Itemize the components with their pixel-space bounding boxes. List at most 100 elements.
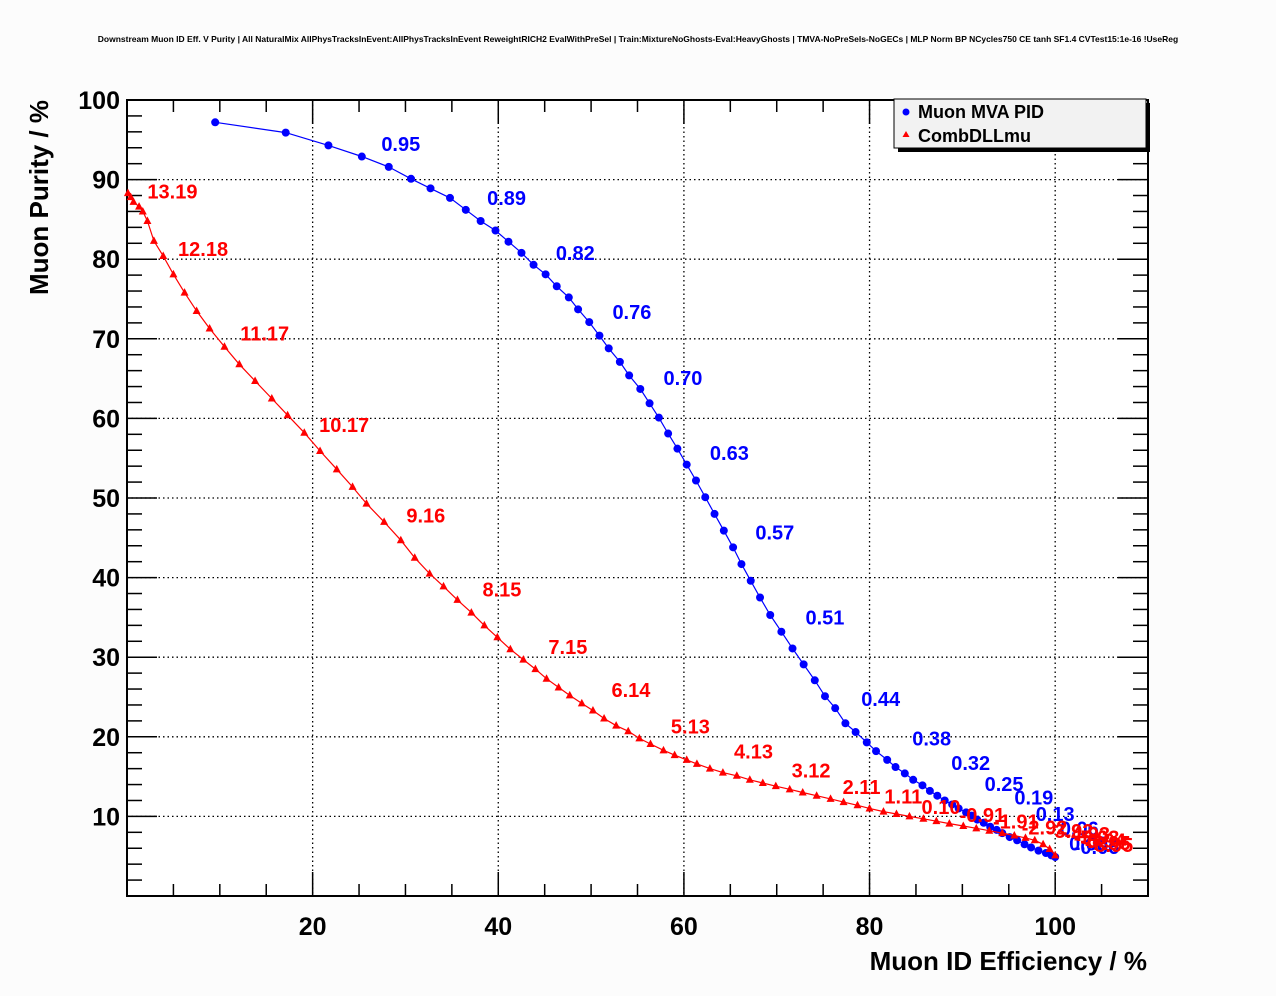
data-point — [283, 410, 292, 419]
point-label: 13.19 — [147, 182, 197, 204]
point-label: 5.13 — [671, 717, 710, 739]
data-point — [1051, 850, 1060, 859]
data-point — [357, 152, 366, 161]
data-point — [785, 784, 794, 793]
data-point — [159, 251, 168, 260]
point-label: -8.95 — [1088, 835, 1134, 857]
data-point — [467, 608, 476, 616]
data-point — [645, 399, 654, 408]
data-point — [862, 738, 871, 747]
data-point — [758, 778, 767, 786]
point-label: 0.06 — [1060, 819, 1099, 841]
data-point — [985, 826, 994, 834]
data-point — [933, 791, 942, 800]
data-point — [891, 763, 900, 772]
point-label: 0.00 — [1069, 834, 1108, 856]
point-label: 11.17 — [240, 323, 289, 345]
y-tick-label: 40 — [92, 565, 120, 593]
point-label: 12.18 — [178, 239, 228, 261]
data-point — [426, 184, 435, 193]
chart-title: Downstream Muon ID Eff. V Purity | All N… — [98, 34, 1178, 44]
data-point — [883, 755, 892, 764]
point-label: -0.06 — [1074, 837, 1120, 859]
data-point — [410, 553, 419, 561]
data-point — [552, 282, 561, 291]
point-label: 0.57 — [755, 522, 794, 544]
data-point — [362, 499, 371, 507]
data-point — [798, 788, 807, 796]
legend-label-combdllmu: CombDLLmu — [918, 126, 1031, 146]
series-muon-mva-pid — [211, 118, 1060, 861]
y-tick-labels: 10 20 30 40 50 60 70 80 90 100 — [78, 87, 120, 831]
data-point — [945, 819, 954, 827]
data-point — [892, 809, 901, 818]
data-point — [932, 816, 941, 825]
y-tick-label: 20 — [92, 724, 120, 752]
axis-ticks — [127, 100, 1148, 896]
data-point — [788, 644, 797, 653]
data-point — [517, 248, 526, 257]
point-label: -1.91 — [993, 811, 1039, 833]
plot-frame — [126, 99, 1149, 897]
data-point — [205, 323, 214, 332]
data-point — [710, 509, 719, 518]
data-point — [425, 569, 434, 577]
data-point — [998, 828, 1007, 837]
point-label: 0.82 — [556, 243, 595, 265]
data-point — [918, 781, 927, 790]
data-point — [585, 318, 594, 327]
data-point — [879, 807, 888, 815]
x-tick-labels: 20 40 60 80 100 — [299, 913, 1076, 941]
data-point — [967, 811, 976, 820]
legend-box — [893, 98, 1147, 149]
x-tick-label: 80 — [856, 913, 884, 941]
point-label: 0.95 — [381, 134, 420, 156]
y-tick-label: 90 — [92, 167, 120, 195]
data-point — [1021, 833, 1030, 841]
y-tick-label: 70 — [92, 326, 120, 354]
data-point — [905, 811, 914, 820]
data-point — [979, 818, 988, 827]
data-point — [624, 726, 633, 735]
y-tick-label: 50 — [92, 485, 120, 513]
x-tick-label: 60 — [670, 913, 698, 941]
data-point — [138, 206, 147, 215]
data-point — [682, 755, 691, 763]
data-point — [973, 815, 982, 824]
data-point — [625, 371, 634, 380]
x-tick-label: 40 — [484, 913, 512, 941]
point-label: 1.11 — [884, 787, 922, 809]
data-point — [542, 674, 551, 682]
data-point — [919, 814, 928, 822]
data-point — [1020, 840, 1029, 849]
data-point — [746, 576, 755, 585]
data-point — [129, 197, 138, 205]
data-point — [691, 476, 700, 485]
point-label: 0.63 — [710, 443, 749, 465]
data-point — [541, 270, 550, 279]
point-labels-layer: 0.95 0.89 0.82 0.76 0.70 0.63 0.57 0.51 0.44 0.38… — [147, 134, 1133, 859]
data-point — [766, 611, 775, 620]
legend-marker-muon-mva-pid — [902, 108, 910, 116]
point-label: 7.15 — [548, 637, 587, 659]
y-tick-label: 60 — [92, 405, 120, 433]
data-point — [595, 331, 604, 340]
data-point — [529, 260, 538, 269]
point-label: 8.15 — [482, 580, 521, 602]
data-point — [324, 141, 333, 150]
legend: Muon MVA PID CombDLLmu — [893, 98, 1150, 152]
point-label: 0.89 — [487, 188, 526, 210]
data-point — [439, 581, 448, 590]
data-point — [493, 632, 502, 641]
point-label: 0.13 — [1036, 804, 1075, 826]
data-point — [659, 745, 668, 754]
data-point — [235, 359, 244, 368]
point-label: 0.10 — [922, 797, 961, 819]
data-point — [872, 747, 881, 756]
data-point — [826, 794, 835, 802]
data-point — [851, 728, 860, 737]
data-point — [705, 764, 714, 772]
data-point — [673, 444, 682, 453]
data-point — [300, 428, 309, 436]
